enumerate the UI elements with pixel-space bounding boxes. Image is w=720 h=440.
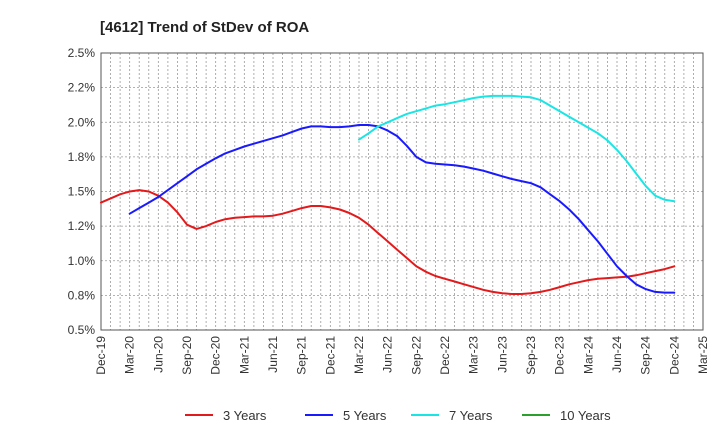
x-tick-label: Mar-24: [581, 336, 595, 374]
x-tick-label: Jun-22: [381, 336, 395, 373]
y-axis: 0.5% 0.8% 1.0% 1.2% 1.5% 1.8% 2.0% 2.2% 2.5%: [68, 46, 96, 337]
y-tick-label: 1.2%: [68, 219, 96, 233]
legend-label: 3 Years: [223, 408, 267, 423]
y-tick-label: 2.0%: [68, 115, 96, 129]
series-line: [128, 124, 676, 294]
y-tick-label: 1.5%: [68, 185, 96, 199]
x-tick-label: Mar-22: [352, 336, 366, 374]
plot-area: [100, 52, 704, 331]
x-tick-label: Dec-20: [209, 336, 223, 375]
chart-title: [4612] Trend of StDev of ROA: [100, 19, 309, 36]
series-line: [100, 189, 676, 295]
y-tick-label: 0.5%: [68, 323, 96, 337]
x-tick-label: Dec-24: [667, 336, 681, 375]
x-tick-label: Sep-24: [639, 336, 653, 375]
x-tick-label: Dec-23: [553, 336, 567, 375]
legend-label: 10 Years: [560, 408, 611, 423]
y-tick-label: 1.8%: [68, 150, 96, 164]
series-line: [358, 94, 676, 203]
x-tick-label: Sep-22: [409, 336, 423, 375]
x-tick-label: Mar-20: [123, 336, 137, 374]
legend-label: 5 Years: [343, 408, 387, 423]
x-tick-label: Jun-20: [151, 336, 165, 373]
x-tick-label: Mar-25: [696, 336, 710, 374]
y-tick-label: 1.0%: [68, 254, 96, 268]
x-tick-label: Jun-21: [266, 336, 280, 373]
legend: 3 Years 5 Years 7 Years 10 Years: [185, 408, 611, 423]
x-tick-label: Mar-21: [237, 336, 251, 374]
x-tick-label: Jun-24: [610, 336, 624, 373]
x-tick-label: Sep-21: [295, 336, 309, 375]
x-tick-label: Sep-20: [180, 336, 194, 375]
x-tick-label: Sep-23: [524, 336, 538, 375]
x-tick-label: Jun-23: [495, 336, 509, 373]
y-tick-label: 2.5%: [68, 46, 96, 60]
legend-label: 7 Years: [449, 408, 493, 423]
y-tick-label: 0.8%: [68, 288, 96, 302]
x-axis: Dec-19 Mar-20 Jun-20 Sep-20 Dec-20 Mar-21 Jun-…: [94, 336, 710, 375]
x-tick-label: Mar-23: [467, 336, 481, 374]
x-tick-label: Dec-22: [438, 336, 452, 375]
x-tick-label: Dec-19: [94, 336, 108, 375]
y-tick-label: 2.2%: [68, 81, 96, 95]
x-tick-label: Dec-21: [323, 336, 337, 375]
series-lines: [100, 94, 676, 295]
grid-lines: [100, 52, 704, 331]
